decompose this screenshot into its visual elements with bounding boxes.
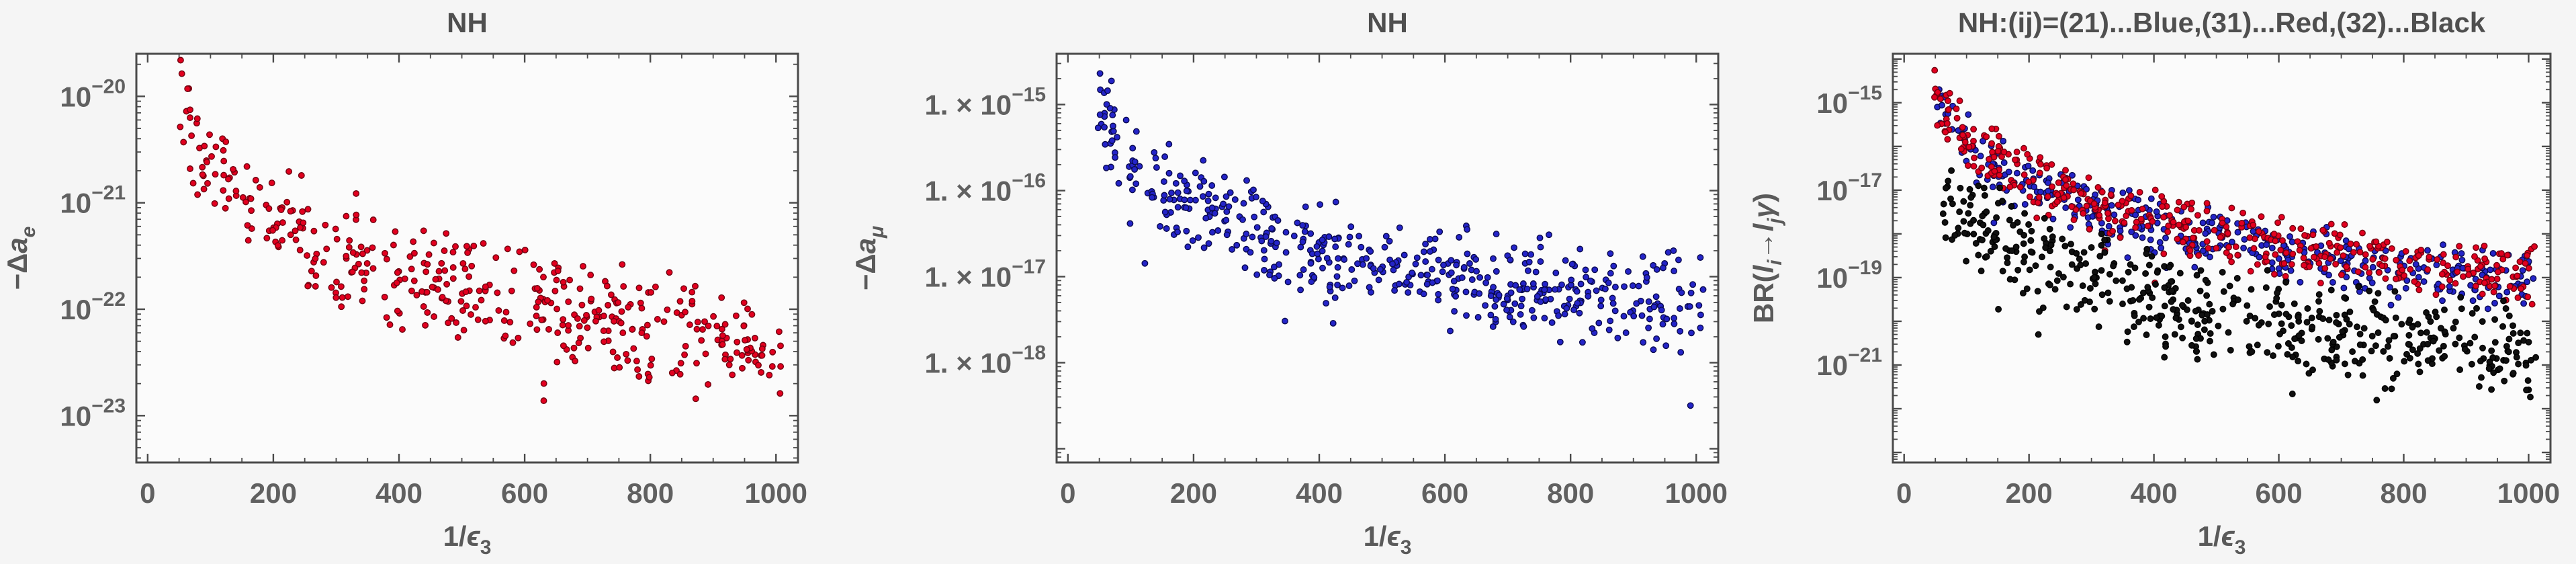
x-tick-label: 400 xyxy=(375,477,423,509)
y-axis-label: −Δaμ xyxy=(850,226,888,290)
series-br-32-points xyxy=(1939,167,2540,404)
y-tick-label: 10−23 xyxy=(60,395,126,432)
y-axis-label: −Δae xyxy=(1,227,40,290)
y-tick-label: 1. × 10−16 xyxy=(925,170,1047,207)
panel-delta-a-e: 0 200 400 600 800 1000 10−20 10−21 10−22 10−23 NH 1… xyxy=(1,7,807,559)
series-br-31-points xyxy=(1931,67,2538,308)
y-tick-label: 10−21 xyxy=(1816,344,1882,381)
panel-delta-a-mu: 0 200 400 600 800 1000 1. × 10−15 1. × 10−16 1. … xyxy=(850,7,1728,559)
y-tick-label: 10−19 xyxy=(1816,257,1882,294)
panel-br-lfv: 0 200 400 600 800 1000 10−15 10−17 10−19 10−21 NH:… xyxy=(1748,7,2560,559)
plot-area xyxy=(1893,54,2550,462)
y-tick-label: 1. × 10−15 xyxy=(925,84,1047,121)
y-tick-label: 10−21 xyxy=(60,182,126,219)
x-axis-label: 1/ϵ3 xyxy=(2198,520,2246,559)
x-tick-label: 800 xyxy=(2380,477,2427,509)
plot-title: NH xyxy=(1367,7,1408,38)
x-tick-label: 400 xyxy=(1296,477,1343,509)
y-tick-label: 10−20 xyxy=(60,75,126,112)
x-tick-label: 200 xyxy=(1170,477,1217,509)
x-axis-label: 1/ϵ3 xyxy=(1364,520,1412,559)
x-tick-label: 1000 xyxy=(1665,477,1728,509)
x-tick-label: 0 xyxy=(140,477,155,509)
x-tick-label: 1000 xyxy=(745,477,807,509)
plot-area xyxy=(136,54,798,462)
x-tick-label: 200 xyxy=(250,477,297,509)
series-delta-a-e-points xyxy=(177,56,785,405)
y-tick-label: 10−22 xyxy=(60,288,126,325)
y-tick-label: 1. × 10−18 xyxy=(925,342,1047,379)
y-tick-label: 1. × 10−17 xyxy=(925,256,1047,293)
x-tick-label: 800 xyxy=(1547,477,1594,509)
x-tick-label: 600 xyxy=(501,477,548,509)
x-tick-label: 1000 xyxy=(2497,477,2560,509)
plot-frame xyxy=(1055,52,1720,464)
y-tick-label: 10−17 xyxy=(1816,169,1882,206)
plot-title: NH:(ij)=(21)...Blue,(31)...Red,(32)...Bl… xyxy=(1958,7,2486,38)
y-axis-label: BR(li→ljγ) xyxy=(1748,193,1786,323)
x-tick-label: 600 xyxy=(2256,477,2303,509)
x-axis-label: 1/ϵ3 xyxy=(443,520,492,559)
plot-frame xyxy=(1892,52,2552,464)
x-tick-label: 200 xyxy=(2006,477,2053,509)
x-tick-label: 400 xyxy=(2131,477,2178,509)
x-tick-label: 600 xyxy=(1421,477,1468,509)
x-tick-label: 0 xyxy=(1896,477,1912,509)
plot-frame xyxy=(135,52,799,464)
x-tick-label: 800 xyxy=(627,477,674,509)
x-tick-label: 0 xyxy=(1060,477,1075,509)
plot-title: NH xyxy=(447,7,488,38)
series-delta-a-mu-points xyxy=(1094,70,1707,409)
y-tick-label: 10−15 xyxy=(1816,82,1882,119)
